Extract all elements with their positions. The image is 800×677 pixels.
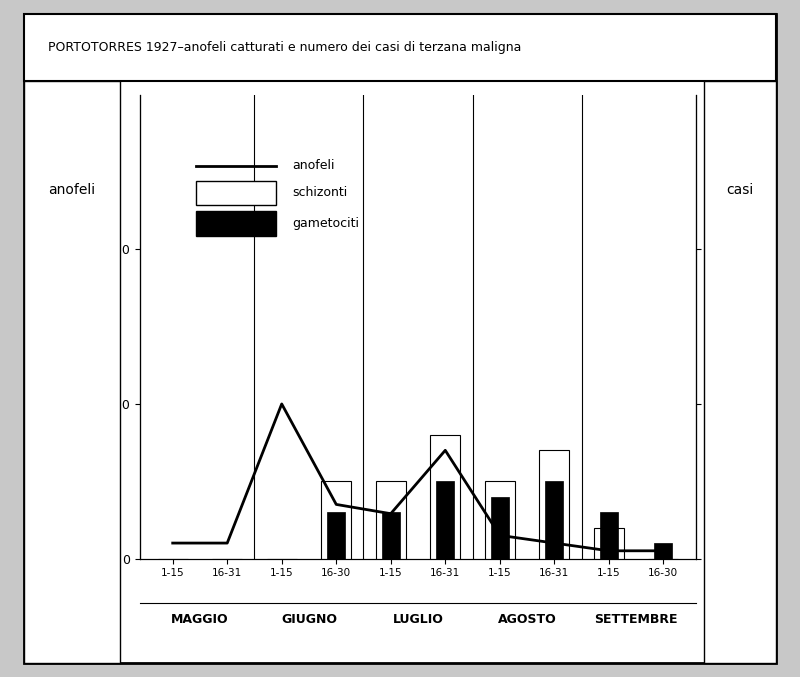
Text: schizonti: schizonti [292,186,347,200]
Bar [594,527,624,559]
Text: casi: casi [726,183,754,196]
Text: gametociti: gametociti [292,217,359,230]
Bar [327,512,346,559]
Bar [490,497,509,559]
Bar [600,512,618,559]
Text: anofeli: anofeli [49,183,95,196]
Bar [485,481,514,559]
Bar [654,543,672,559]
Bar [546,481,563,559]
Bar [430,435,460,559]
Bar [539,450,570,559]
Bar [322,481,351,559]
Bar [436,481,454,559]
Bar [376,481,406,559]
Text: PORTOTORRES 1927–anofeli catturati e numero dei casi di terzana maligna: PORTOTORRES 1927–anofeli catturati e num… [48,41,522,54]
Bar [382,512,400,559]
Text: anofeli: anofeli [292,159,334,173]
